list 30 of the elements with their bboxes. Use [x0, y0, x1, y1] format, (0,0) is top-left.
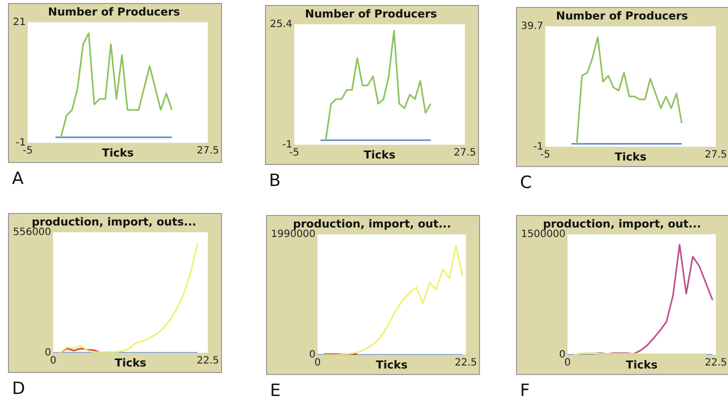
x-axis-title: Ticks [376, 358, 408, 372]
y-tick-label: 25.4 [270, 18, 292, 30]
chart-title: Number of Producers [305, 7, 438, 20]
x-tick-label: 22.5 [704, 357, 727, 368]
chart-title: production, import, out... [542, 217, 702, 230]
text: F [520, 381, 530, 400]
x-axis-title: Ticks [614, 150, 647, 164]
text: D [12, 379, 26, 399]
chart-title: production, import, out... [292, 217, 452, 230]
x-tick-label: 22.5 [454, 357, 477, 368]
x-tick-label: 27.5 [704, 149, 727, 160]
x-tick-label: 27.5 [454, 147, 476, 158]
y-tick-label: 556000 [12, 226, 52, 238]
x-tick-label: 27.5 [196, 145, 219, 156]
text: B [269, 171, 281, 191]
y-tick-label: 1500000 [520, 228, 566, 240]
text: A [12, 169, 24, 189]
y-tick-label: 1990000 [270, 228, 316, 240]
chart-title: Number of Producers [556, 9, 688, 22]
x-axis-title: Ticks [364, 148, 396, 162]
y-tick-label: 39.7 [521, 20, 544, 32]
x-axis-title: Ticks [626, 358, 658, 372]
y-tick-label: 21 [12, 16, 26, 28]
x-tick-label: 22.5 [196, 355, 219, 366]
x-axis-title: Ticks [114, 356, 147, 370]
chart-title: production, import, outs... [32, 215, 196, 228]
text: E [270, 381, 281, 400]
x-axis-title: Ticks [102, 146, 134, 160]
text: C [520, 173, 532, 193]
chart-title: Number of Producers [48, 5, 180, 18]
